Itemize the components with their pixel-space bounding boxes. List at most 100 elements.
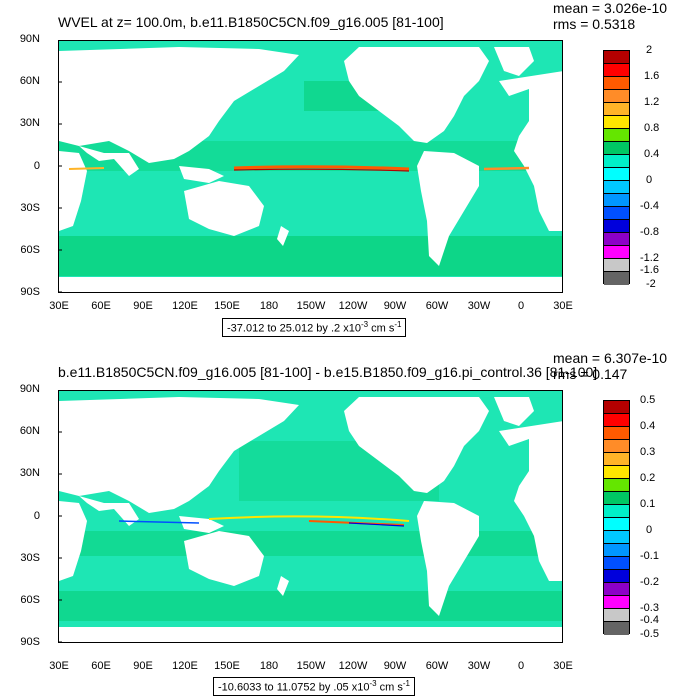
colorbar-swatch (604, 220, 629, 233)
lat-label-30n: 30N (19, 467, 40, 479)
colorbar-label: 0 (646, 174, 653, 186)
colorbar-swatch (604, 479, 629, 492)
map-panel-top: WVEL at z= 100.0m, b.e11.B1850C5CN.f09_g… (19, 0, 668, 337)
colorbar-swatch (604, 570, 629, 583)
colorbar-swatch (604, 194, 629, 207)
colorbar-swatch (604, 64, 629, 77)
lat-label-30s: 30S (20, 552, 40, 564)
colorbar-label: 0.5 (640, 394, 656, 406)
colorbar-label: 0.3 (640, 446, 656, 458)
lat-label-60s: 60S (20, 594, 40, 606)
colorbar-swatch (604, 414, 629, 427)
lon-label: 180 (259, 660, 279, 672)
lon-label: 150E (214, 300, 240, 312)
colorbar-label: 1.6 (644, 70, 660, 82)
lat-label-60n: 60N (19, 425, 40, 437)
colorbar-label: 0 (646, 524, 653, 536)
lon-label: 90W (383, 660, 407, 672)
colorbar-label: 1.2 (644, 96, 660, 108)
lon-label: 30W (467, 300, 491, 312)
colorbar-swatch (604, 518, 629, 531)
plot-title: b.e11.B1850C5CN.f09_g16.005 [81-100] - b… (58, 364, 598, 380)
units-exponent: -3 (369, 679, 377, 688)
units-text: cm s (368, 322, 395, 335)
map-plot-area (58, 40, 563, 293)
colorbar-swatch (604, 492, 629, 505)
rms-label: rms = 0.5318 (553, 16, 636, 32)
ocean-field-map (59, 41, 562, 292)
colorbar-label: 0.4 (640, 420, 656, 432)
colorbar-label: -0.4 (640, 200, 659, 212)
colorbar-swatch (604, 557, 629, 570)
colorbar-label: -0.8 (640, 226, 659, 238)
colorbar-label: 2 (646, 44, 653, 56)
colorbar (603, 50, 630, 285)
contour-info-box: -37.012 to 25.012 by .2 x10-3 cm s-1 (222, 318, 407, 337)
colorbar-label: -1.6 (640, 264, 659, 276)
lon-label: 30E (49, 660, 69, 672)
lon-label: 30E (553, 660, 573, 672)
colorbar-label: -2 (646, 278, 656, 290)
colorbar-label: -0.5 (640, 628, 659, 640)
colorbar-label: -0.3 (640, 602, 659, 614)
colorbar-label: -0.4 (640, 614, 659, 626)
colorbar-swatch (604, 505, 629, 518)
colorbar-swatch (604, 272, 629, 285)
lon-label: 120W (338, 300, 368, 312)
colorbar-swatch (604, 401, 629, 414)
colorbar-label: -0.2 (640, 576, 659, 588)
lat-label-eq: 0 (33, 160, 40, 172)
colorbar-swatch (604, 181, 629, 194)
units-exponent-2: -1 (402, 679, 411, 688)
mean-label: mean = 6.307e-10 (553, 350, 668, 366)
units-exponent: -3 (360, 320, 369, 329)
lat-label-60s: 60S (20, 244, 40, 256)
lon-label: 120E (172, 660, 198, 672)
map-plot-area (58, 390, 563, 643)
lon-label: 150W (296, 300, 326, 312)
contour-info-box: -10.6033 to 11.0752 by .05 x10-3 cm s-1 (213, 677, 416, 696)
lon-label: 90E (133, 300, 153, 312)
colorbar-swatch (604, 466, 629, 479)
colorbar-swatch (604, 116, 629, 129)
colorbar-label: 0.8 (644, 122, 660, 134)
lon-label: 180 (259, 300, 279, 312)
lon-label: 90W (383, 300, 407, 312)
colorbar-swatch (604, 622, 629, 635)
colorbar-label: 0.2 (640, 472, 656, 484)
colorbar-swatch (604, 142, 629, 155)
rms-label: rms = 0.147 (553, 366, 628, 382)
colorbar-swatch (604, 90, 629, 103)
lon-label: 0 (517, 300, 525, 312)
colorbar-swatch (604, 103, 629, 116)
colorbar-swatch (604, 259, 629, 272)
colorbar-swatch (604, 77, 629, 90)
lon-label: 90E (133, 660, 153, 672)
colorbar-swatch (604, 596, 629, 609)
lon-label: 60E (91, 300, 111, 312)
range-text: -37.012 to 25.012 by .2 x10 (227, 322, 361, 335)
map-panel-bottom: b.e11.B1850C5CN.f09_g16.005 [81-100] - b… (0, 350, 700, 700)
lon-label: 30E (553, 300, 573, 312)
colorbar-label: -0.1 (640, 550, 659, 562)
colorbar-swatch (604, 440, 629, 453)
colorbar-swatch (604, 155, 629, 168)
lon-label: 120W (338, 660, 368, 672)
colorbar-swatch (604, 609, 629, 622)
colorbar-swatch (604, 51, 629, 64)
lat-label-30s: 30S (20, 202, 40, 214)
colorbar-label: 0.4 (644, 148, 660, 160)
mean-label: mean = 3.026e-10 (553, 0, 668, 16)
lon-label: 60W (425, 660, 449, 672)
lon-label: 120E (172, 300, 198, 312)
colorbar-swatch (604, 427, 629, 440)
lat-label-eq: 0 (33, 510, 40, 522)
colorbar-swatch (604, 583, 629, 596)
colorbar-swatch (604, 207, 629, 220)
lat-label-90n: 90N (19, 383, 40, 395)
lat-label-30n: 30N (19, 117, 40, 129)
lon-label: 30W (467, 660, 491, 672)
ocean-field-map (59, 391, 562, 642)
lon-label: 0 (517, 660, 525, 672)
colorbar-swatch (604, 531, 629, 544)
